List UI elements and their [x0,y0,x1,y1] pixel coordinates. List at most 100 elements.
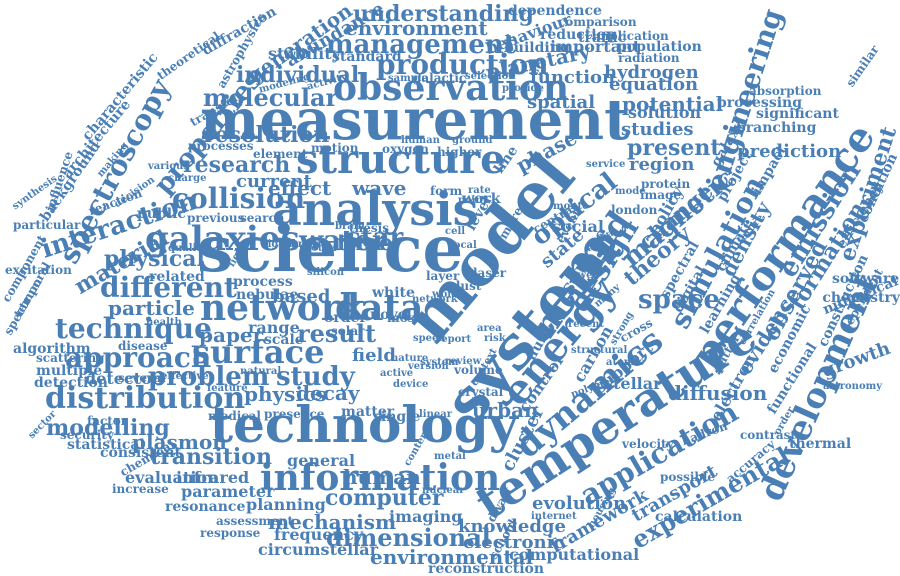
cloud-word: wave [352,176,407,200]
cloud-word: modelling [46,415,170,441]
cloud-word: nebulae [236,287,299,303]
cloud-word: important [550,37,641,56]
cloud-word: multiple [36,363,103,379]
cloud-word: contrast [740,428,796,442]
cloud-word: point [458,195,488,206]
cloud-word: consistent [100,445,182,461]
cloud-word: selection [465,71,516,82]
cloud-word: london [611,203,658,217]
cloud-word: possible [660,470,716,484]
cloud-word: statistical [67,437,145,453]
cloud-word: feature [207,383,248,394]
cloud-word: circumstellar [258,540,379,559]
cloud-word: physical [104,246,205,272]
cloud-word: health [146,317,182,328]
cloud-word: planning [246,495,326,514]
cloud-word: stellar [604,374,662,393]
cloud-word: diffusion [668,381,768,405]
cloud-word: stability [268,44,341,63]
cloud-word: factor [87,414,128,428]
cloud-word: implication [592,29,669,43]
cloud-word: signal [262,239,296,250]
cloud-word: evolution [532,493,627,514]
cloud-word: plasmon [132,430,227,454]
cloud-word: scale [264,332,304,348]
cloud-word: general [287,451,356,470]
cloud-word: search [240,211,285,225]
cloud-word: oxygen [382,142,429,156]
cloud-word: urban [472,398,539,422]
cloud-word: most [387,311,420,325]
cloud-word: mechanism [268,510,397,534]
cloud-word: traffic [578,30,627,46]
cloud-word: volume [454,363,503,377]
cloud-word: transition [150,444,272,470]
cloud-word: detector [85,369,161,388]
cloud-word: range [248,318,300,337]
cloud-word: parameter [181,482,275,501]
cloud-word: radiation [618,51,680,65]
cloud-word: paper [199,323,264,347]
cloud-word: local [450,240,477,251]
cloud-word: previous [187,211,245,225]
cloud-word: distribution [45,381,246,416]
cloud-word: service [586,159,626,170]
cloud-word: sample [388,73,428,84]
cloud-word: various [148,161,189,172]
cloud-word: survey [285,239,322,250]
cloud-word: calculation [655,509,743,525]
cloud-word: software [832,271,900,287]
cloud-word: velocity [622,437,674,451]
cloud-word: imaging [389,507,463,526]
cloud-word: presence [264,407,325,421]
cloud-word: solar [331,324,365,338]
cloud-word: increase [112,482,169,496]
cloud-word: infrared [176,468,250,487]
cloud-word: chemistry [822,290,900,306]
cloud-word: white [372,285,415,301]
cloud-word: processes [188,139,254,153]
cloud-word: monte [553,201,589,212]
cloud-word: risk [484,333,506,344]
cloud-word: galactic [413,71,467,85]
cloud-word: building [504,40,570,56]
cloud-word: version [408,361,449,372]
cloud-word: evaluation [125,468,219,487]
cloud-word: effect [268,176,332,200]
cloud-word: water [299,224,387,257]
cloud-word: particle [108,296,195,320]
cloud-word: proton [299,243,337,254]
cloud-word: human [343,465,421,489]
cloud-word: structural [571,345,628,356]
cloud-word: time [337,230,393,256]
cloud-word: related [149,269,205,285]
cloud-word: region [629,154,695,175]
cloud-word: scattering [36,351,105,365]
cloud-word: solution [628,103,702,122]
cloud-word: absorption [749,84,822,98]
cloud-word: laser [473,266,507,280]
cloud-word: different [100,271,237,304]
cloud-word: resolution [203,122,330,148]
cloud-word: dimensional [326,523,491,552]
cloud-word: branching [736,120,817,136]
cloud-word: assessment [216,514,294,528]
cloud-word: recent [568,319,604,330]
cloud-word: equation [609,74,699,95]
cloud-word: brain [335,221,365,232]
cloud-word: study [276,362,355,392]
cloud-word: rate [468,185,491,196]
cloud-word: charge [168,173,207,184]
cloud-word: computer [325,485,444,511]
cloud-word: order [324,310,367,326]
cloud-word: effective [161,371,209,382]
cloud-word: physics [244,382,327,406]
cloud-word: mode [615,186,646,197]
cloud-word: molecular [203,83,339,112]
cloud-word: thermal [789,436,852,452]
cloud-word: problem [148,362,270,392]
cloud-word: similar [843,42,882,90]
cloud-word: metal [434,451,466,462]
cloud-word: disease [118,339,168,353]
cloud-word: significant [756,106,839,122]
